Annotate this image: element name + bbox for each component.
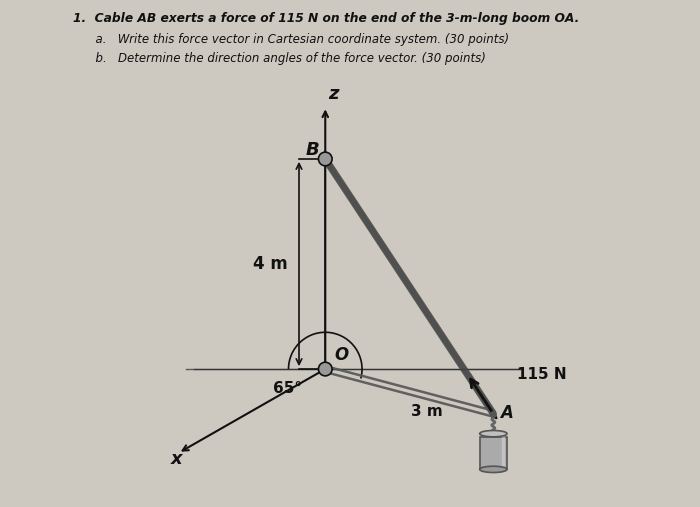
Text: b.   Determine the direction angles of the force vector. (30 points): b. Determine the direction angles of the… xyxy=(74,52,486,65)
Circle shape xyxy=(318,362,332,376)
Text: a.   Write this force vector in Cartesian coordinate system. (30 points): a. Write this force vector in Cartesian … xyxy=(74,33,510,47)
Text: z: z xyxy=(328,85,338,102)
Text: B: B xyxy=(305,141,319,159)
Text: 1.  Cable AB exerts a force of 115 N on the end of the 3-m-long boom OA.: 1. Cable AB exerts a force of 115 N on t… xyxy=(74,12,580,25)
Bar xyxy=(480,437,507,469)
Text: 65°: 65° xyxy=(273,381,302,395)
Text: 115 N: 115 N xyxy=(517,367,566,382)
Ellipse shape xyxy=(480,430,507,437)
Ellipse shape xyxy=(480,466,507,473)
Text: 4 m: 4 m xyxy=(253,255,288,273)
Text: x: x xyxy=(170,450,182,467)
Text: A: A xyxy=(500,404,512,422)
Text: 3 m: 3 m xyxy=(410,404,442,419)
Text: O: O xyxy=(335,346,349,364)
Circle shape xyxy=(318,152,332,166)
